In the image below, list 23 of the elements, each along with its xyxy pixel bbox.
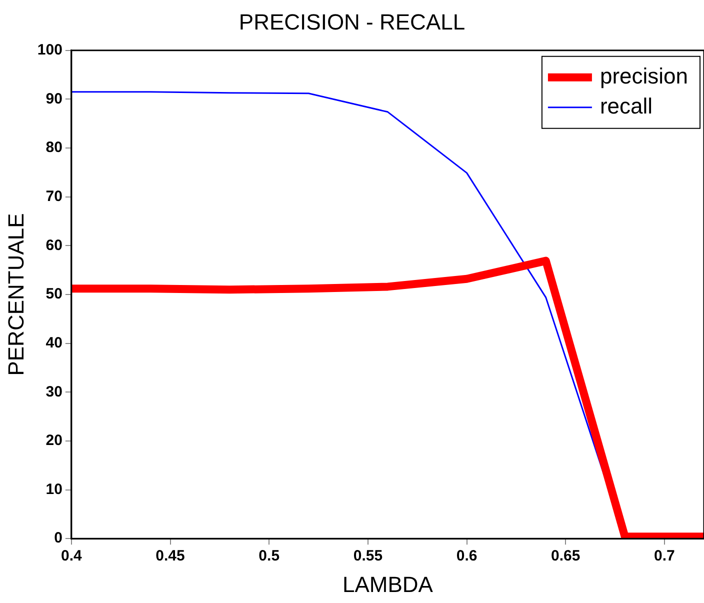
y-tick-label: 90 [46,90,62,108]
x-tick-label: 0.7 [654,548,675,565]
y-tick-label: 100 [37,42,62,59]
y-tick-label: 50 [46,286,62,303]
y-tick-label: 20 [46,432,62,450]
x-axis-title: LAMBDA [342,572,434,597]
chart-title: PRECISION - RECALL [238,9,466,34]
y-tick-label: 70 [46,188,62,205]
y-axis-title: PERCENTUALE [3,213,28,376]
y-tick-label: 10 [46,480,62,498]
y-tick-label: 40 [46,334,62,352]
x-tick-label: 0.65 [551,548,580,565]
legend-label: precision [600,63,688,88]
y-tick-label: 0 [54,530,62,547]
x-tick-label: 0.45 [156,548,185,565]
legend-label: recall [600,93,653,118]
y-tick-label: 30 [46,383,62,400]
x-tick-label: 0.55 [353,548,383,565]
x-tick-label: 0.6 [456,548,478,565]
y-tick-label: 60 [46,236,62,254]
x-tick-label: 0.4 [60,548,83,565]
x-tick-label: 0.5 [258,548,280,565]
y-tick-label: 80 [46,139,62,156]
